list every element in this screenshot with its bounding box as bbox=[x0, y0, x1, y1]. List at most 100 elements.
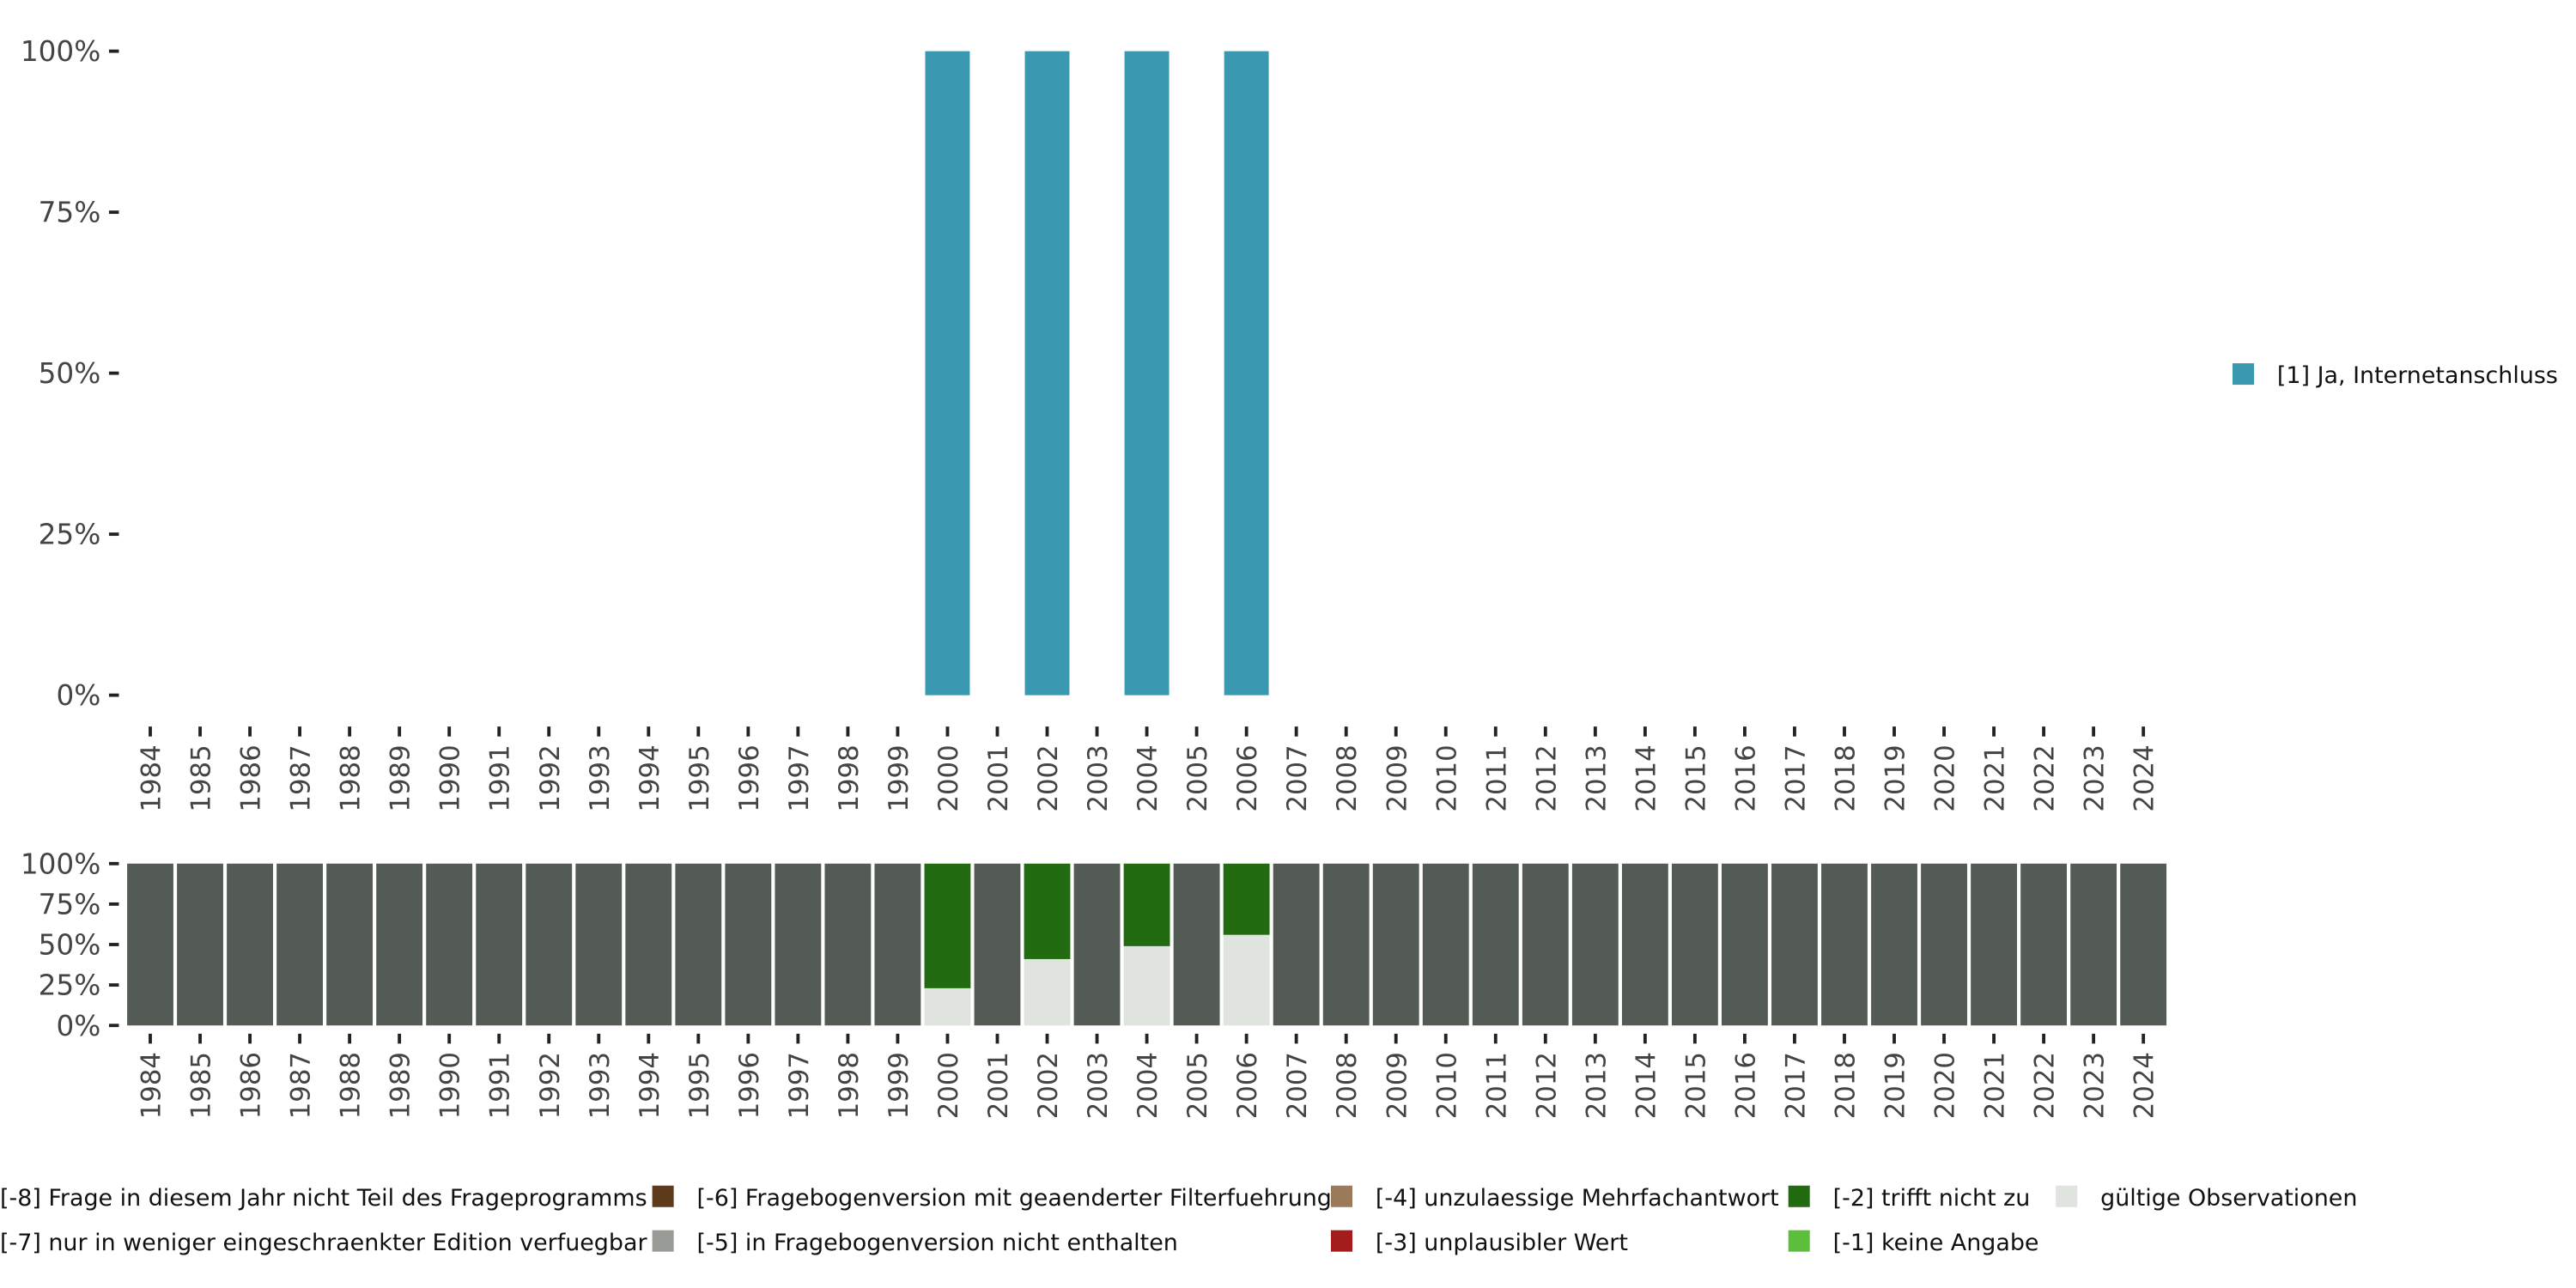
bar-not-in-program-2013 bbox=[1571, 863, 1619, 1026]
x-tick-label: 2008 bbox=[1332, 744, 1363, 811]
x-tick-label: 2005 bbox=[1182, 744, 1213, 811]
legend-label: [-1] keine Angabe bbox=[1833, 1230, 2039, 1256]
x-tick-label: 1999 bbox=[884, 744, 914, 811]
legend-label: [-8] Frage in diesem Jahr nicht Teil des… bbox=[0, 1185, 647, 1212]
bar-not-in-program-2007 bbox=[1273, 863, 1320, 1026]
bar-not-in-program-2001 bbox=[974, 863, 1021, 1026]
legend-key bbox=[652, 1185, 674, 1207]
bar-trifft-nicht-zu-2004 bbox=[1123, 863, 1170, 946]
x-tick-label: 1986 bbox=[236, 744, 267, 811]
x-tick-label: 1988 bbox=[336, 1052, 367, 1119]
x-tick-label: 2003 bbox=[1083, 744, 1114, 811]
bar-2004 bbox=[1124, 51, 1170, 696]
bar-not-in-program-2020 bbox=[1921, 863, 1967, 1026]
y-tick-label: 100% bbox=[21, 848, 100, 880]
bar-not-in-program-2009 bbox=[1372, 863, 1419, 1026]
x-tick-label: 1992 bbox=[535, 744, 566, 811]
x-tick-label: 2019 bbox=[1880, 744, 1911, 811]
bar-not-in-program-1992 bbox=[526, 863, 573, 1026]
bar-not-in-program-2018 bbox=[1821, 863, 1868, 1026]
x-tick-label: 2022 bbox=[2030, 1052, 2061, 1119]
bar-trifft-nicht-zu-2006 bbox=[1223, 863, 1270, 935]
x-tick-label: 2014 bbox=[1631, 744, 1662, 811]
x-tick-label: 1994 bbox=[635, 744, 665, 811]
y-tick-label: 25% bbox=[39, 519, 101, 551]
x-tick-label: 2010 bbox=[1431, 744, 1462, 811]
y-tick-label: 100% bbox=[21, 35, 100, 68]
bar-not-in-program-1991 bbox=[476, 863, 523, 1026]
x-tick-label: 1984 bbox=[137, 1052, 167, 1119]
x-tick-label: 2013 bbox=[1581, 1052, 1612, 1119]
x-tick-label: 1991 bbox=[485, 1052, 516, 1119]
bar-valid-2006 bbox=[1223, 934, 1270, 1026]
x-tick-label: 2017 bbox=[1780, 744, 1811, 811]
legend-key bbox=[1788, 1185, 1810, 1207]
x-tick-label: 2022 bbox=[2030, 744, 2061, 811]
x-tick-label: 2012 bbox=[1531, 1052, 1562, 1119]
legend-key bbox=[1331, 1185, 1352, 1207]
x-tick-label: 2006 bbox=[1232, 744, 1263, 811]
x-tick-label: 1997 bbox=[784, 744, 815, 811]
x-tick-label: 1998 bbox=[834, 1052, 865, 1119]
bar-not-in-program-2017 bbox=[1771, 863, 1818, 1026]
bar-valid-2002 bbox=[1024, 958, 1071, 1026]
bar-not-in-program-1993 bbox=[575, 863, 623, 1026]
bottom-chart: 0% 25% 50% 75% 100% 1984 1985 1986 1987 1988 1989 1… bbox=[21, 848, 2167, 1119]
y-tick-label: 75% bbox=[39, 888, 101, 920]
x-tick-label: 2007 bbox=[1282, 1052, 1313, 1119]
x-tick-label: 2016 bbox=[1730, 1052, 1761, 1119]
x-tick-label: 1990 bbox=[435, 1052, 466, 1119]
bar-not-in-program-2023 bbox=[2070, 863, 2117, 1026]
x-tick-label: 2009 bbox=[1382, 1052, 1413, 1119]
x-tick-label: 1999 bbox=[884, 1052, 914, 1119]
legend-key bbox=[652, 1230, 674, 1252]
bar-not-in-program-2005 bbox=[1173, 863, 1220, 1026]
legend-right: [1] Ja, Internetanschluss bbox=[2233, 362, 2558, 389]
legend-label: gültige Observationen bbox=[2100, 1185, 2357, 1212]
x-tick-label: 2014 bbox=[1631, 1052, 1662, 1119]
bar-not-in-program-1995 bbox=[675, 863, 722, 1026]
x-tick-label: 2024 bbox=[2129, 1052, 2160, 1119]
bar-not-in-program-1988 bbox=[326, 863, 374, 1026]
bar-trifft-nicht-zu-2002 bbox=[1024, 863, 1071, 959]
x-tick-label: 2001 bbox=[983, 744, 1014, 811]
y-tick-label: 25% bbox=[39, 969, 101, 1002]
bar-not-in-program-1989 bbox=[376, 863, 423, 1026]
bar-valid-2000 bbox=[924, 987, 971, 1026]
x-tick-label: 2002 bbox=[1033, 1052, 1064, 1119]
legend-label: [-3] unplausibler Wert bbox=[1376, 1230, 1628, 1256]
x-tick-label: 1996 bbox=[734, 744, 765, 811]
bar-trifft-nicht-zu-2000 bbox=[924, 863, 971, 988]
x-tick-label: 1988 bbox=[336, 744, 367, 811]
x-tick-label: 2016 bbox=[1730, 744, 1761, 811]
x-tick-label: 1987 bbox=[286, 744, 317, 811]
x-tick-label: 2021 bbox=[1980, 1052, 2011, 1119]
x-tick-label: 1990 bbox=[435, 744, 466, 811]
bar-not-in-program-1998 bbox=[824, 863, 872, 1026]
legend-bottom: [-8] Frage in diesem Jahr nicht Teil des… bbox=[0, 1185, 2357, 1256]
legend-key bbox=[2056, 1185, 2078, 1207]
bar-not-in-program-1985 bbox=[177, 863, 223, 1026]
bar-not-in-program-2022 bbox=[2020, 863, 2068, 1026]
legend-key bbox=[1331, 1230, 1352, 1252]
bar-not-in-program-1990 bbox=[426, 863, 473, 1026]
bar-not-in-program-1994 bbox=[625, 863, 672, 1026]
x-tick-label: 2000 bbox=[933, 744, 964, 811]
y-tick-label: 0% bbox=[56, 1010, 100, 1042]
bar-not-in-program-2015 bbox=[1671, 863, 1718, 1026]
x-tick-label: 2020 bbox=[1930, 1052, 1961, 1119]
x-tick-label: 1991 bbox=[485, 744, 516, 811]
x-tick-label: 2000 bbox=[933, 1052, 964, 1119]
x-tick-label: 2011 bbox=[1481, 744, 1512, 811]
x-tick-label: 2019 bbox=[1880, 1052, 1911, 1119]
x-tick-label: 1993 bbox=[585, 744, 616, 811]
bar-not-in-program-1986 bbox=[227, 863, 273, 1026]
bar-valid-2004 bbox=[1123, 945, 1170, 1026]
x-tick-label: 2023 bbox=[2080, 744, 2111, 811]
bar-not-in-program-2019 bbox=[1871, 863, 1917, 1026]
x-tick-label: 2018 bbox=[1831, 744, 1862, 811]
x-tick-label: 2020 bbox=[1930, 744, 1961, 811]
x-tick-label: 2023 bbox=[2080, 1052, 2111, 1119]
x-tick-label: 2021 bbox=[1980, 744, 2011, 811]
